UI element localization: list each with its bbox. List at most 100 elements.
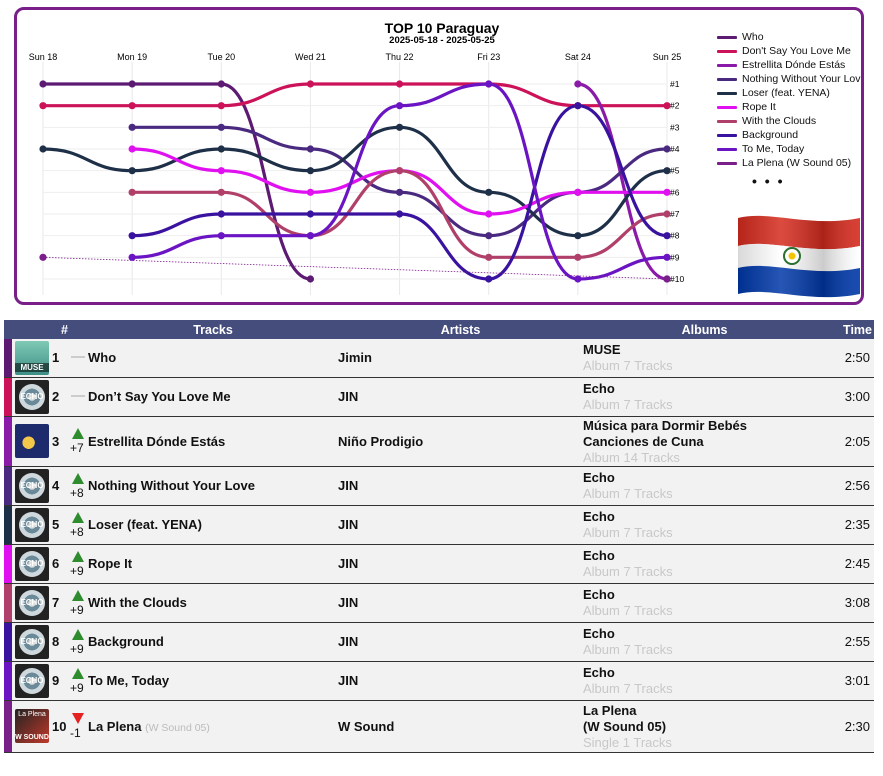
table-row[interactable]: MUSE 1 Who Jimin MUSE Album 7 Tracks 2:50	[4, 339, 874, 377]
artist-name[interactable]: JIN	[338, 389, 359, 404]
rank-number: 7	[52, 595, 60, 610]
data-point	[663, 145, 671, 153]
row-color-bar	[4, 377, 12, 416]
data-point	[395, 123, 404, 131]
track-name[interactable]: To Me, Today	[88, 673, 170, 688]
data-point	[217, 167, 225, 175]
header-spacer	[70, 320, 88, 339]
data-point	[217, 123, 225, 131]
legend-label: Estrellita Dónde Estás	[742, 59, 846, 71]
rank-change-cell	[70, 380, 88, 414]
artist-name[interactable]: JIN	[338, 673, 359, 688]
track-name[interactable]: Estrellita Dónde Estás	[88, 433, 226, 449]
data-point	[663, 275, 671, 283]
track-name[interactable]: Loser (feat. YENA)	[88, 517, 202, 532]
album-cover[interactable]: ECHO	[15, 468, 49, 503]
table-row[interactable]: ECHO 7 +9 With the Clouds JIN Echo Album 7 Tra…	[4, 583, 874, 622]
series-line	[130, 82, 669, 281]
rank-label: #3	[670, 122, 680, 132]
data-point	[217, 80, 225, 88]
rank-change-cell: +9	[70, 547, 88, 581]
data-point	[485, 188, 493, 196]
table-row[interactable]: ECHO 2 Don’t Say You Love Me JIN Echo Album 7…	[4, 377, 874, 416]
album-cover[interactable]: ECHO	[15, 624, 49, 659]
track-name[interactable]: Rope It	[88, 556, 133, 571]
row-color-bar	[4, 622, 12, 661]
data-point	[306, 80, 315, 88]
row-color-bar	[4, 700, 12, 752]
legend-item: Nothing Without Your Love	[717, 72, 861, 86]
x-tick-label: Thu 22	[386, 52, 414, 62]
data-point	[217, 210, 225, 218]
table-row[interactable]: ECHO 4 +8 Nothing Without Your Love JIN Echo A…	[4, 466, 874, 505]
table-row[interactable]: La Plena W SOUND 10 -1 La Plena (W Sound 05)…	[4, 700, 874, 752]
row-color-bar	[4, 505, 12, 544]
table-row[interactable]: ECHO 5 +8 Loser (feat. YENA) JIN Echo Album 7 …	[4, 505, 874, 544]
table-row[interactable]: ECHO 8 +9 Background JIN Echo Album 7 Tracks 2:…	[4, 622, 874, 661]
album-meta: Album 7 Tracks	[583, 642, 673, 657]
legend-label: Background	[742, 129, 799, 141]
album-meta: Single 1 Tracks	[583, 734, 672, 750]
cover-text: ECHO	[20, 519, 44, 529]
album-name[interactable]: Echo	[583, 509, 615, 524]
artist-name[interactable]: JIN	[338, 478, 359, 493]
cover-text: W SOUND	[15, 734, 49, 741]
data-point	[395, 167, 404, 175]
track-name[interactable]: Nothing Without Your Love	[88, 478, 255, 493]
data-point	[574, 102, 582, 110]
track-name[interactable]: With the Clouds	[88, 595, 187, 610]
legend-label: Don't Say You Love Me	[742, 45, 851, 57]
album-cover[interactable]: La Plena W SOUND	[15, 709, 49, 743]
legend-swatch	[717, 147, 737, 151]
data-point	[395, 80, 404, 88]
track-duration: 2:56	[844, 478, 870, 493]
album-name[interactable]: Música para Dormir Bebés	[583, 417, 748, 433]
disc-icon	[19, 667, 45, 694]
header-artists: Artists	[440, 322, 481, 337]
artist-name[interactable]: JIN	[338, 556, 359, 571]
table-row[interactable]: ECHO 6 +9 Rope It JIN Echo Album 7 Tracks 2:45	[4, 544, 874, 583]
album-name[interactable]: Echo	[583, 470, 615, 485]
album-cover[interactable]: ECHO	[15, 546, 49, 581]
album-cover[interactable]: ECHO	[15, 507, 49, 542]
album-cover[interactable]: ECHO	[15, 663, 49, 698]
album-cover[interactable]	[15, 424, 49, 458]
legend-swatch	[717, 77, 737, 81]
track-duration: 3:08	[844, 595, 870, 610]
album-name[interactable]: Echo	[583, 548, 615, 563]
rank-change: +9	[70, 563, 84, 578]
rank-change: -1	[70, 726, 81, 740]
album-meta: Album 7 Tracks	[583, 397, 673, 412]
rank-number: 2	[52, 389, 60, 404]
track-name[interactable]: Background	[88, 634, 164, 649]
album-name[interactable]: Echo	[583, 626, 615, 641]
artist-name[interactable]: Jimin	[338, 350, 372, 366]
album-name[interactable]: MUSE	[583, 342, 621, 358]
row-color-bar	[4, 661, 12, 700]
artist-name[interactable]: JIN	[338, 595, 359, 610]
artist-name[interactable]: JIN	[338, 634, 359, 649]
x-tick-label: Sun 25	[653, 52, 682, 62]
album-cover[interactable]: ECHO	[15, 379, 49, 414]
data-point	[485, 80, 493, 88]
album-name[interactable]: La Plena	[583, 702, 637, 718]
album-name[interactable]: Echo	[583, 381, 615, 396]
album-name[interactable]: Echo	[583, 665, 615, 680]
album-meta: Album 14 Tracks	[583, 449, 680, 465]
artist-name[interactable]: Niño Prodigio	[338, 433, 424, 449]
album-cover[interactable]: MUSE	[15, 340, 49, 375]
rank-down-icon	[72, 713, 84, 724]
legend-swatch	[717, 49, 737, 53]
cover-text: ECHO	[20, 597, 44, 607]
table-row[interactable]: ECHO 9 +9 To Me, Today JIN Echo Album 7 Tracks…	[4, 661, 874, 700]
data-point	[128, 102, 136, 110]
track-name[interactable]: Who	[88, 350, 117, 366]
table-row[interactable]: 3 +7 Estrellita Dónde Estás Niño Prodigio Mú…	[4, 416, 874, 466]
track-name[interactable]: Don’t Say You Love Me	[88, 389, 231, 404]
album-cover[interactable]: ECHO	[15, 585, 49, 620]
legend-item: Estrellita Dónde Estás	[717, 58, 861, 72]
track-name[interactable]: La Plena	[88, 718, 142, 734]
album-name[interactable]: Echo	[583, 587, 615, 602]
artist-name[interactable]: W Sound	[338, 718, 395, 734]
artist-name[interactable]: JIN	[338, 517, 359, 532]
